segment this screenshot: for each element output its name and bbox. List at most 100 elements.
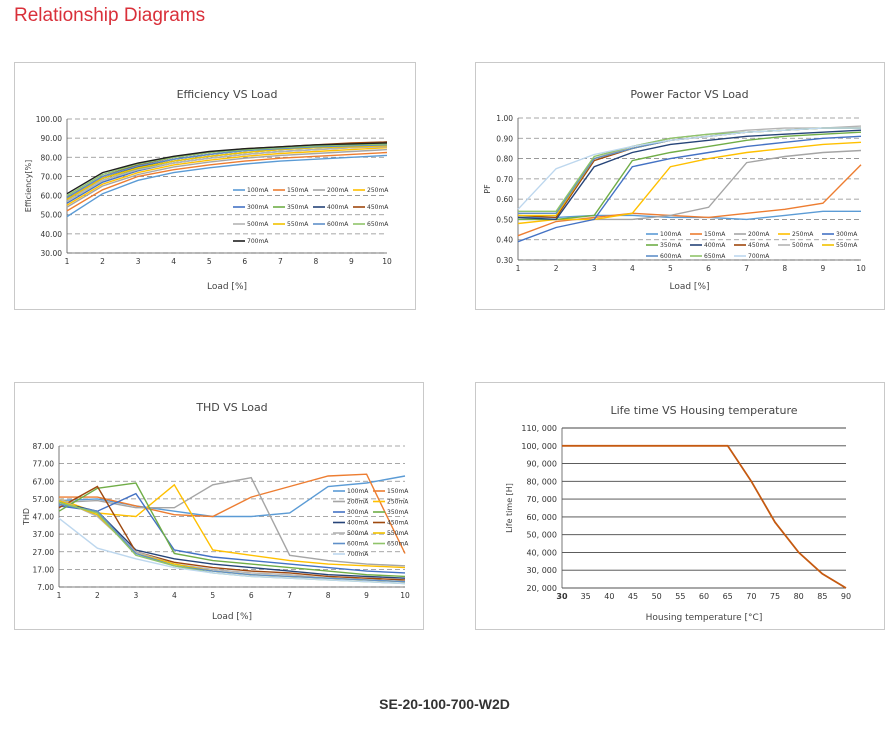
series-line-150mA — [59, 473, 406, 554]
x-tick-label: 5 — [210, 591, 215, 600]
legend-entry: 500mA — [792, 242, 814, 249]
y-tick-label: 0.50 — [496, 215, 513, 224]
series-line-450mA — [58, 485, 406, 581]
legend-entry: 300mA — [347, 509, 369, 516]
x-tick-label: 10 — [400, 591, 410, 600]
legend-entry: 600mA — [660, 253, 682, 260]
x-tick-label: 5 — [668, 264, 673, 273]
series-line-550mA — [66, 145, 388, 201]
series-line-650mA — [66, 143, 388, 197]
thd-chart-panel: THD VS Load 7.00 17.00 27.00 37.00 47.00 57.00… — [14, 382, 424, 630]
y-axis-label: Life time [H] — [505, 483, 514, 533]
x-tick-label: 50 — [652, 592, 662, 601]
series-line-350mA — [58, 482, 406, 578]
series-line-lifetime — [562, 444, 847, 589]
series-line-500mA — [66, 146, 388, 202]
y-axis-label: THD — [22, 508, 31, 526]
series-line-350mA — [518, 131, 862, 221]
legend-entry: 100mA — [247, 187, 269, 194]
legend-entry: 700mA — [347, 551, 369, 558]
legend-entry: 700mA — [748, 253, 770, 260]
series-line-700mA — [517, 127, 861, 210]
legend-entry: 150mA — [704, 231, 726, 238]
x-tick-label: 4 — [172, 591, 177, 600]
y-tick-label: 60, 000 — [526, 513, 557, 522]
legend-entry: 100mA — [660, 231, 682, 238]
x-tick-label: 35 — [581, 592, 591, 601]
legend-entry: 150mA — [287, 187, 309, 194]
x-tick-label: 3 — [133, 591, 138, 600]
x-tick-label: 9 — [364, 591, 369, 600]
y-tick-label: 0.70 — [496, 175, 513, 184]
x-tick-label: 10 — [382, 257, 392, 266]
series-line-400mA — [58, 501, 406, 579]
x-tick-label: 7 — [278, 257, 283, 266]
series-line-300mA — [58, 492, 406, 574]
y-tick-label: 30, 000 — [526, 566, 557, 575]
series-line-300mA — [517, 135, 862, 243]
series-line-250mA — [58, 483, 406, 569]
x-tick-label: 70 — [746, 592, 756, 601]
legend-entry: 250mA — [367, 187, 389, 194]
legend-entry: 700mA — [247, 238, 269, 245]
legend-entry: 650mA — [387, 541, 409, 548]
legend-entry: 150mA — [387, 488, 409, 495]
series-line-700mA — [58, 517, 406, 585]
series-line-250mA — [66, 147, 388, 206]
y-tick-label: 0.80 — [496, 155, 513, 164]
series-line-200mA — [66, 148, 388, 208]
legend-entry: 400mA — [327, 204, 349, 211]
x-tick-label: 2 — [100, 257, 105, 266]
x-axis-label: Load [%] — [207, 282, 247, 292]
legend-entry: 550mA — [836, 242, 858, 249]
legend-entry: 400mA — [347, 520, 369, 527]
power-factor-chart: Power Factor VS Load 0.30 0.40 0.50 0.60 0.70… — [483, 88, 866, 292]
legend-entry: 300mA — [836, 231, 858, 238]
legend-entry: 350mA — [387, 509, 409, 516]
legend-entry: 200mA — [347, 499, 369, 506]
y-tick-label: 17.00 — [33, 565, 55, 574]
x-tick-label: 4 — [171, 257, 176, 266]
y-tick-label: 7.00 — [37, 583, 54, 592]
efficiency-chart-panel: Efficiency VS Load 30.00 40.00 50.00 60.00 70… — [14, 62, 416, 310]
y-tick-label: 37.00 — [33, 530, 55, 539]
y-axis-label: Efficiency[%] — [24, 160, 33, 212]
x-tick-label: 55 — [675, 592, 685, 601]
x-tick-label: 8 — [326, 591, 331, 600]
x-tick-label: 2 — [554, 264, 559, 273]
y-tick-label: 90, 000 — [526, 460, 557, 469]
x-tick-label: 7 — [287, 591, 292, 600]
y-tick-label: 100.00 — [36, 115, 62, 124]
series-line-600mA — [58, 503, 406, 583]
series-line-450mA — [517, 127, 861, 219]
y-tick-label: 77.00 — [33, 460, 55, 469]
y-tick-label: 47.00 — [33, 513, 55, 522]
legend-entry: 350mA — [287, 204, 309, 211]
series-line-400mA — [517, 129, 862, 221]
legend-entry: 250mA — [792, 231, 814, 238]
x-tick-label: 5 — [207, 257, 212, 266]
page-title: Relationship Diagrams — [14, 5, 206, 26]
y-tick-label: 60.00 — [41, 192, 63, 201]
x-tick-label: 3 — [592, 264, 597, 273]
x-tick-label: 40 — [604, 592, 614, 601]
x-tick-label: 8 — [313, 257, 318, 266]
model-number: SE-20-100-700-W2D — [379, 696, 510, 712]
legend-entry: 650mA — [704, 253, 726, 260]
thd-chart: THD VS Load 7.00 17.00 27.00 37.00 47.00 57.00… — [22, 401, 410, 622]
legend-entry: 600mA — [347, 541, 369, 548]
x-axis-label: Load [%] — [212, 612, 252, 622]
legend-entry: 350mA — [660, 242, 682, 249]
legend-entry: 650mA — [367, 221, 389, 228]
x-tick-label: 6 — [242, 257, 247, 266]
legend-entry: 100mA — [347, 488, 369, 495]
x-tick-label: 4 — [630, 264, 635, 273]
x-tick-label: 60 — [699, 592, 709, 601]
y-tick-label: 70.00 — [41, 172, 63, 181]
series-line-100mA — [66, 154, 388, 218]
y-tick-label: 90.00 — [41, 134, 63, 143]
x-tick-label: 9 — [820, 264, 825, 273]
y-tick-label: 80.00 — [41, 153, 63, 162]
y-tick-label: 0.30 — [496, 256, 513, 265]
